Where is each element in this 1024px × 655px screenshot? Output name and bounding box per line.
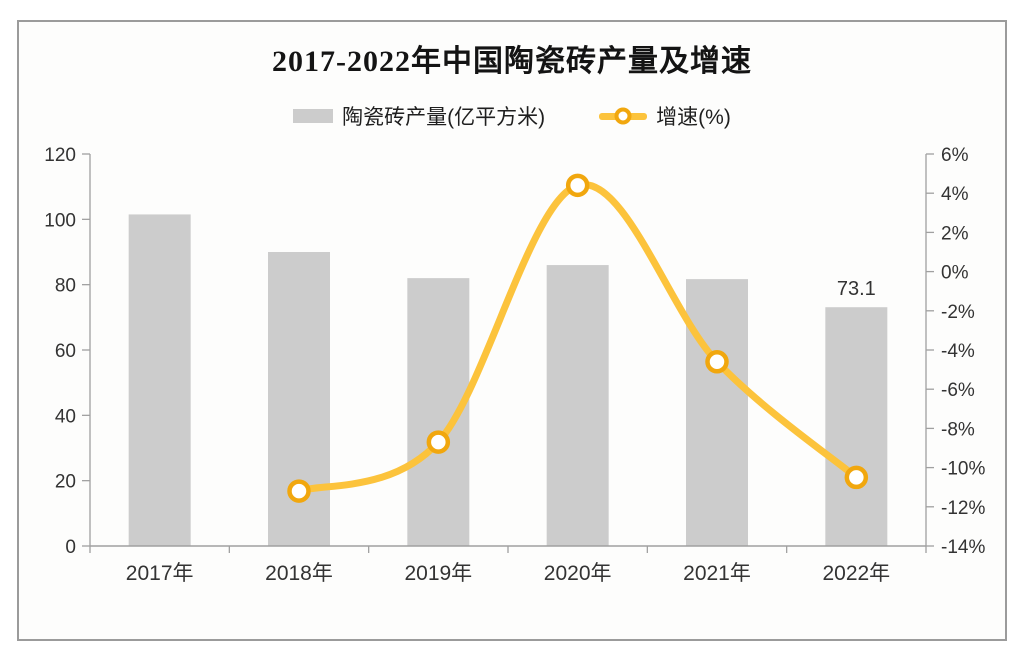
x-axis-tick-label: 2020年 <box>544 562 612 585</box>
y-axis-right-tick-label: 6% <box>941 145 969 166</box>
legend-label-growth: 增速(%) <box>656 106 731 129</box>
legend-label-production: 陶瓷砖产量(亿平方米) <box>342 106 546 129</box>
y-axis-right-tick-label: -8% <box>941 419 975 440</box>
chart-title: 2017-2022年中国陶瓷砖产量及增速 <box>272 45 752 78</box>
y-axis-right-tick-label: 2% <box>941 223 969 244</box>
y-axis-left-tick-label: 20 <box>55 472 76 493</box>
growth-line-marker <box>426 430 451 454</box>
bar-2021年 <box>686 279 748 546</box>
growth-line-marker <box>705 350 729 374</box>
x-axis-tick-label: 2017年 <box>126 562 194 585</box>
x-axis-tick-label: 2019年 <box>404 562 472 585</box>
y-axis-left-tick-label: 40 <box>55 406 76 427</box>
y-axis-right-tick-label: 4% <box>941 184 969 205</box>
legend: 陶瓷砖产量(亿平方米) 增速(%) <box>0 101 1024 131</box>
x-axis-tick-label: 2018年 <box>265 562 333 585</box>
y-axis-right-tick-label: -12% <box>941 498 985 519</box>
bar-legend-swatch-icon <box>293 109 334 123</box>
line-legend-swatch-icon <box>599 107 648 125</box>
y-axis-left-tick-label: 60 <box>55 341 76 362</box>
bar-2020年 <box>546 265 609 546</box>
y-axis-right-tick-label: -6% <box>941 380 975 401</box>
y-axis-left-tick-label: 80 <box>55 276 76 297</box>
y-axis-right-tick-label: 0% <box>941 263 969 284</box>
bar-value-label: 73.1 <box>837 278 876 300</box>
growth-line-marker <box>287 479 311 503</box>
legend-item-growth: 增速(%) <box>599 101 731 131</box>
legend-item-production: 陶瓷砖产量(亿平方米) <box>293 101 545 131</box>
bar-2017年 <box>128 214 191 546</box>
bar-2022年 <box>825 307 888 546</box>
x-axis-tick-label: 2021年 <box>683 562 751 585</box>
growth-line-marker <box>844 465 869 490</box>
y-axis-left-tick-label: 120 <box>44 145 76 166</box>
y-axis-right-tick-label: -4% <box>941 341 975 362</box>
y-axis-right-tick-label: -10% <box>941 459 985 480</box>
y-axis-right-tick-label: -2% <box>941 302 975 323</box>
line-legend-marker-icon <box>614 107 632 125</box>
y-axis-left-tick-label: 100 <box>44 210 76 231</box>
y-axis-right-tick-label: -14% <box>941 537 985 558</box>
y-axis-left-tick-label: 0 <box>65 537 76 558</box>
x-axis-tick-label: 2022年 <box>822 562 890 585</box>
growth-line-marker <box>565 173 590 198</box>
